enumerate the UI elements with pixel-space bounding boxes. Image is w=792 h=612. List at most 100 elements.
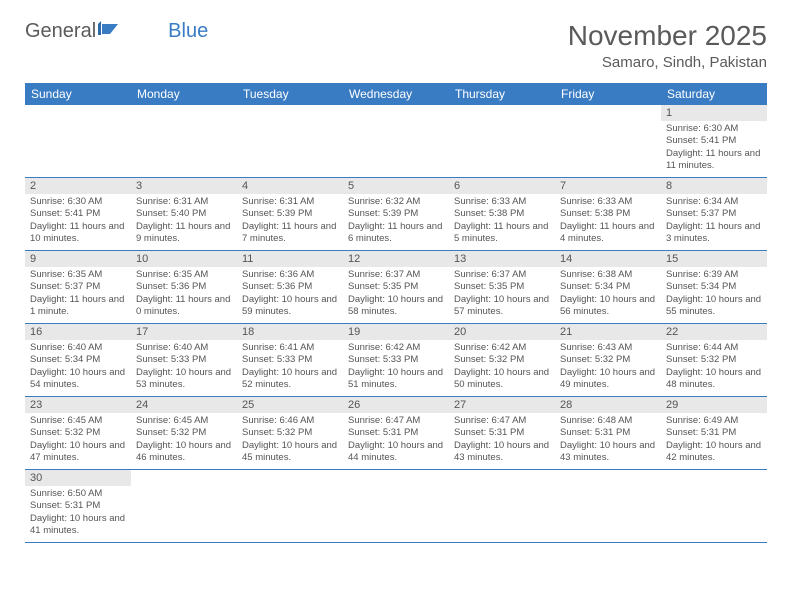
calendar-header-row: SundayMondayTuesdayWednesdayThursdayFrid… [25, 83, 767, 105]
day-details: Sunrise: 6:30 AMSunset: 5:41 PMDaylight:… [25, 194, 131, 249]
weekday-header: Saturday [661, 83, 767, 105]
day-details: Sunrise: 6:37 AMSunset: 5:35 PMDaylight:… [449, 267, 555, 322]
day-details: Sunrise: 6:49 AMSunset: 5:31 PMDaylight:… [661, 413, 767, 468]
day-details: Sunrise: 6:46 AMSunset: 5:32 PMDaylight:… [237, 413, 343, 468]
day-number: 27 [449, 397, 555, 413]
calendar-day-cell: 24Sunrise: 6:45 AMSunset: 5:32 PMDayligh… [131, 397, 237, 470]
calendar-empty-cell [131, 470, 237, 543]
calendar-empty-cell [661, 470, 767, 543]
day-number: 20 [449, 324, 555, 340]
calendar-day-cell: 19Sunrise: 6:42 AMSunset: 5:33 PMDayligh… [343, 324, 449, 397]
day-details: Sunrise: 6:45 AMSunset: 5:32 PMDaylight:… [25, 413, 131, 468]
weekday-header: Sunday [25, 83, 131, 105]
calendar-day-cell: 12Sunrise: 6:37 AMSunset: 5:35 PMDayligh… [343, 251, 449, 324]
calendar-empty-cell [555, 470, 661, 543]
calendar-day-cell: 18Sunrise: 6:41 AMSunset: 5:33 PMDayligh… [237, 324, 343, 397]
day-details: Sunrise: 6:47 AMSunset: 5:31 PMDaylight:… [343, 413, 449, 468]
calendar-day-cell: 29Sunrise: 6:49 AMSunset: 5:31 PMDayligh… [661, 397, 767, 470]
day-details: Sunrise: 6:31 AMSunset: 5:39 PMDaylight:… [237, 194, 343, 249]
day-number: 2 [25, 178, 131, 194]
calendar-day-cell: 21Sunrise: 6:43 AMSunset: 5:32 PMDayligh… [555, 324, 661, 397]
day-number: 3 [131, 178, 237, 194]
day-details: Sunrise: 6:34 AMSunset: 5:37 PMDaylight:… [661, 194, 767, 249]
day-number: 1 [661, 105, 767, 121]
calendar-empty-cell [449, 105, 555, 178]
calendar-week-row: 9Sunrise: 6:35 AMSunset: 5:37 PMDaylight… [25, 251, 767, 324]
page-title: November 2025 [568, 20, 767, 52]
calendar-day-cell: 6Sunrise: 6:33 AMSunset: 5:38 PMDaylight… [449, 178, 555, 251]
calendar-week-row: 16Sunrise: 6:40 AMSunset: 5:34 PMDayligh… [25, 324, 767, 397]
day-number: 17 [131, 324, 237, 340]
calendar-empty-cell [555, 105, 661, 178]
calendar-day-cell: 7Sunrise: 6:33 AMSunset: 5:38 PMDaylight… [555, 178, 661, 251]
day-details: Sunrise: 6:38 AMSunset: 5:34 PMDaylight:… [555, 267, 661, 322]
header: General Blue November 2025 Samaro, Sindh… [25, 20, 767, 71]
calendar-day-cell: 30Sunrise: 6:50 AMSunset: 5:31 PMDayligh… [25, 470, 131, 543]
calendar-day-cell: 15Sunrise: 6:39 AMSunset: 5:34 PMDayligh… [661, 251, 767, 324]
calendar-week-row: 2Sunrise: 6:30 AMSunset: 5:41 PMDaylight… [25, 178, 767, 251]
day-number: 14 [555, 251, 661, 267]
calendar-empty-cell [131, 105, 237, 178]
calendar-day-cell: 25Sunrise: 6:46 AMSunset: 5:32 PMDayligh… [237, 397, 343, 470]
calendar-week-row: 1Sunrise: 6:30 AMSunset: 5:41 PMDaylight… [25, 105, 767, 178]
day-details: Sunrise: 6:32 AMSunset: 5:39 PMDaylight:… [343, 194, 449, 249]
day-details: Sunrise: 6:35 AMSunset: 5:36 PMDaylight:… [131, 267, 237, 322]
day-details: Sunrise: 6:42 AMSunset: 5:33 PMDaylight:… [343, 340, 449, 395]
weekday-header: Tuesday [237, 83, 343, 105]
calendar-empty-cell [237, 470, 343, 543]
day-details: Sunrise: 6:39 AMSunset: 5:34 PMDaylight:… [661, 267, 767, 322]
calendar-empty-cell [237, 105, 343, 178]
calendar-day-cell: 20Sunrise: 6:42 AMSunset: 5:32 PMDayligh… [449, 324, 555, 397]
calendar-day-cell: 1Sunrise: 6:30 AMSunset: 5:41 PMDaylight… [661, 105, 767, 178]
logo-text-1: General [25, 20, 96, 43]
calendar-table: SundayMondayTuesdayWednesdayThursdayFrid… [25, 83, 767, 543]
day-number: 26 [343, 397, 449, 413]
weekday-header: Monday [131, 83, 237, 105]
day-number: 8 [661, 178, 767, 194]
calendar-empty-cell [343, 470, 449, 543]
day-number: 11 [237, 251, 343, 267]
day-details: Sunrise: 6:50 AMSunset: 5:31 PMDaylight:… [25, 486, 131, 541]
day-number: 24 [131, 397, 237, 413]
calendar-day-cell: 17Sunrise: 6:40 AMSunset: 5:33 PMDayligh… [131, 324, 237, 397]
day-number: 23 [25, 397, 131, 413]
calendar-day-cell: 11Sunrise: 6:36 AMSunset: 5:36 PMDayligh… [237, 251, 343, 324]
logo-text-2: Blue [168, 20, 208, 43]
calendar-week-row: 30Sunrise: 6:50 AMSunset: 5:31 PMDayligh… [25, 470, 767, 543]
day-number: 9 [25, 251, 131, 267]
location: Samaro, Sindh, Pakistan [568, 54, 767, 71]
day-details: Sunrise: 6:44 AMSunset: 5:32 PMDaylight:… [661, 340, 767, 395]
calendar-week-row: 23Sunrise: 6:45 AMSunset: 5:32 PMDayligh… [25, 397, 767, 470]
calendar-day-cell: 10Sunrise: 6:35 AMSunset: 5:36 PMDayligh… [131, 251, 237, 324]
day-details: Sunrise: 6:31 AMSunset: 5:40 PMDaylight:… [131, 194, 237, 249]
calendar-day-cell: 23Sunrise: 6:45 AMSunset: 5:32 PMDayligh… [25, 397, 131, 470]
day-number: 12 [343, 251, 449, 267]
day-number: 15 [661, 251, 767, 267]
title-block: November 2025 Samaro, Sindh, Pakistan [568, 20, 767, 71]
day-details: Sunrise: 6:48 AMSunset: 5:31 PMDaylight:… [555, 413, 661, 468]
calendar-day-cell: 4Sunrise: 6:31 AMSunset: 5:39 PMDaylight… [237, 178, 343, 251]
logo: General Blue [25, 20, 208, 43]
calendar-day-cell: 13Sunrise: 6:37 AMSunset: 5:35 PMDayligh… [449, 251, 555, 324]
day-number: 4 [237, 178, 343, 194]
weekday-header: Wednesday [343, 83, 449, 105]
day-details: Sunrise: 6:30 AMSunset: 5:41 PMDaylight:… [661, 121, 767, 176]
calendar-day-cell: 9Sunrise: 6:35 AMSunset: 5:37 PMDaylight… [25, 251, 131, 324]
day-number: 6 [449, 178, 555, 194]
flag-icon [98, 20, 120, 43]
calendar-day-cell: 28Sunrise: 6:48 AMSunset: 5:31 PMDayligh… [555, 397, 661, 470]
day-details: Sunrise: 6:40 AMSunset: 5:34 PMDaylight:… [25, 340, 131, 395]
day-number: 5 [343, 178, 449, 194]
day-details: Sunrise: 6:33 AMSunset: 5:38 PMDaylight:… [449, 194, 555, 249]
calendar-day-cell: 27Sunrise: 6:47 AMSunset: 5:31 PMDayligh… [449, 397, 555, 470]
day-number: 10 [131, 251, 237, 267]
day-number: 13 [449, 251, 555, 267]
day-number: 28 [555, 397, 661, 413]
day-number: 19 [343, 324, 449, 340]
day-details: Sunrise: 6:43 AMSunset: 5:32 PMDaylight:… [555, 340, 661, 395]
day-details: Sunrise: 6:40 AMSunset: 5:33 PMDaylight:… [131, 340, 237, 395]
day-details: Sunrise: 6:36 AMSunset: 5:36 PMDaylight:… [237, 267, 343, 322]
calendar-empty-cell [25, 105, 131, 178]
day-details: Sunrise: 6:45 AMSunset: 5:32 PMDaylight:… [131, 413, 237, 468]
calendar-day-cell: 26Sunrise: 6:47 AMSunset: 5:31 PMDayligh… [343, 397, 449, 470]
